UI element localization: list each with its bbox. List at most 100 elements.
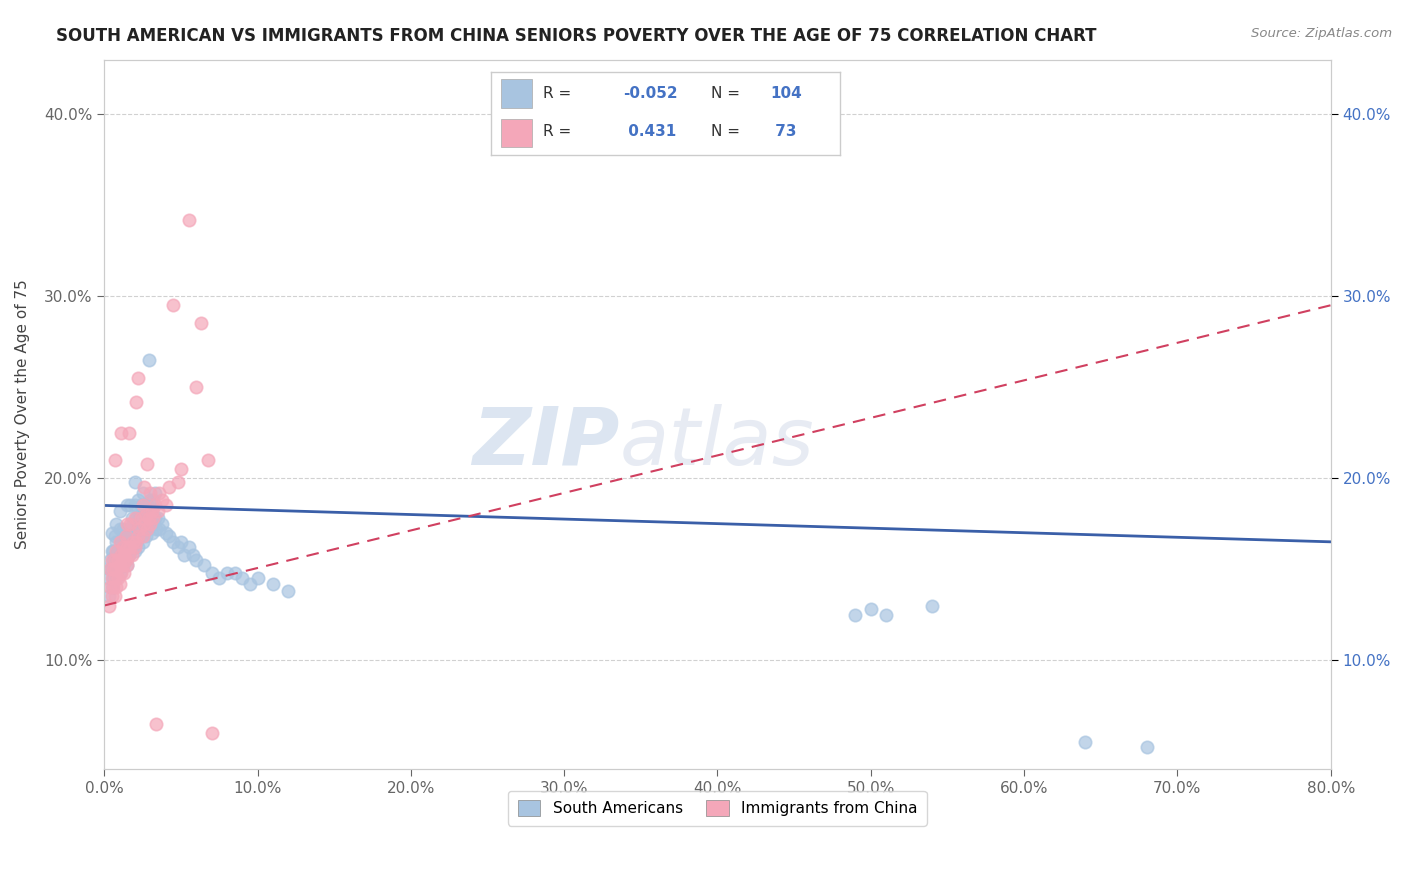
Point xyxy=(111,558,134,573)
Point xyxy=(107,553,129,567)
Point xyxy=(127,493,149,508)
Point xyxy=(105,544,128,558)
Point xyxy=(131,534,153,549)
Point xyxy=(97,599,120,613)
Point xyxy=(120,516,142,531)
Point xyxy=(128,529,150,543)
Point xyxy=(114,553,136,567)
Point xyxy=(114,534,136,549)
Point xyxy=(115,558,138,573)
Point xyxy=(135,529,157,543)
Point xyxy=(118,529,141,543)
Point xyxy=(121,548,143,562)
Point xyxy=(173,548,195,562)
Point xyxy=(146,511,169,525)
Point xyxy=(124,499,146,513)
Point xyxy=(105,553,128,567)
Point xyxy=(108,534,131,549)
Point xyxy=(131,511,153,525)
Point xyxy=(177,212,200,227)
Point xyxy=(112,548,135,562)
Point xyxy=(148,522,170,536)
Point xyxy=(186,553,208,567)
Point xyxy=(111,558,134,573)
Point xyxy=(115,522,138,536)
Point xyxy=(921,599,943,613)
Point xyxy=(193,558,215,573)
Point xyxy=(170,462,193,476)
Point xyxy=(143,511,166,525)
Point xyxy=(143,499,166,513)
Point xyxy=(112,548,135,562)
Point xyxy=(152,516,174,531)
Point xyxy=(239,576,262,591)
Point xyxy=(138,511,160,525)
Point xyxy=(103,562,125,576)
Point xyxy=(121,534,143,549)
Point xyxy=(112,529,135,543)
Point xyxy=(143,485,166,500)
Point xyxy=(101,580,124,594)
Point xyxy=(127,529,149,543)
Point xyxy=(170,534,193,549)
Point xyxy=(142,493,165,508)
Point xyxy=(128,522,150,536)
Point xyxy=(155,525,177,540)
Point xyxy=(139,516,162,531)
Point xyxy=(115,558,138,573)
Point xyxy=(136,499,159,513)
Point xyxy=(124,475,146,489)
Point xyxy=(97,571,120,585)
Point xyxy=(124,544,146,558)
Point xyxy=(103,553,125,567)
Point xyxy=(224,566,246,580)
Point xyxy=(122,516,145,531)
Point xyxy=(101,544,124,558)
Point xyxy=(262,576,284,591)
Point xyxy=(139,485,162,500)
Point xyxy=(105,571,128,585)
Point xyxy=(127,541,149,555)
Point xyxy=(152,493,174,508)
Point xyxy=(104,571,127,585)
Point xyxy=(177,541,200,555)
Point xyxy=(138,352,160,367)
Point xyxy=(98,562,121,576)
Point xyxy=(875,607,897,622)
Point xyxy=(125,534,148,549)
Point xyxy=(124,522,146,536)
Point xyxy=(101,571,124,585)
Point xyxy=(108,576,131,591)
Point xyxy=(111,522,134,536)
Text: ZIP: ZIP xyxy=(472,404,619,482)
Point xyxy=(155,499,177,513)
Point xyxy=(1074,735,1097,749)
Point xyxy=(98,580,121,594)
Point xyxy=(110,553,132,567)
Point xyxy=(131,485,153,500)
Point xyxy=(131,529,153,543)
Point xyxy=(101,525,124,540)
Point xyxy=(132,502,155,516)
Point xyxy=(111,541,134,555)
Point xyxy=(107,571,129,585)
Point xyxy=(110,566,132,580)
Point xyxy=(114,529,136,543)
Point xyxy=(103,571,125,585)
Point xyxy=(120,522,142,536)
Point xyxy=(136,522,159,536)
Point xyxy=(110,548,132,562)
Point xyxy=(105,580,128,594)
Point xyxy=(145,716,167,731)
Point xyxy=(118,425,141,440)
Point xyxy=(110,534,132,549)
Point xyxy=(162,534,184,549)
Point xyxy=(157,529,180,543)
Point xyxy=(104,529,127,543)
Y-axis label: Seniors Poverty Over the Age of 75: Seniors Poverty Over the Age of 75 xyxy=(15,279,30,549)
Point xyxy=(131,499,153,513)
Point xyxy=(118,548,141,562)
Point xyxy=(121,511,143,525)
Point xyxy=(166,475,188,489)
Point xyxy=(104,453,127,467)
